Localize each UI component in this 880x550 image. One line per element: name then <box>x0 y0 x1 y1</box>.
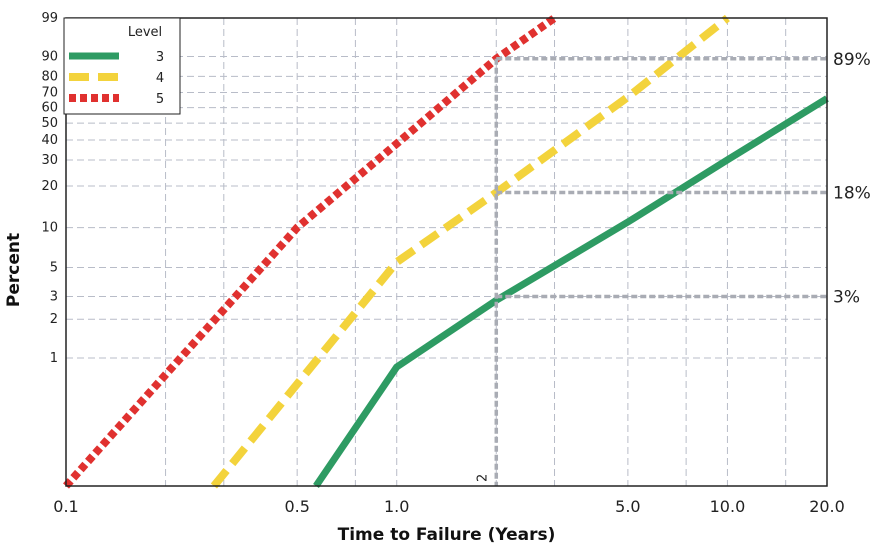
x-axis-title: Time to Failure (Years) <box>338 525 556 545</box>
annotation-layer: 2 <box>475 57 827 486</box>
x-tick-label: 20.0 <box>809 497 845 516</box>
y-axis-title: Percent <box>4 233 24 307</box>
reference-vline-label: 2 <box>475 474 490 482</box>
x-tick-label: 10.0 <box>710 497 746 516</box>
plot-frame <box>65 17 828 487</box>
legend-label: 3 <box>156 50 164 65</box>
y-tick-label: 60 <box>41 101 58 116</box>
series-line-3 <box>313 95 829 488</box>
y-tick-label: 5 <box>50 261 58 276</box>
y-tick-label: 10 <box>41 221 58 236</box>
y-tick-label: 99 <box>41 11 58 26</box>
y-tick-label: 2 <box>50 312 58 327</box>
series-line-5 <box>63 14 557 489</box>
legend-label: 4 <box>156 71 164 86</box>
x-tick-label: 5.0 <box>615 497 640 516</box>
right-percent-label: 3% <box>833 287 860 307</box>
y-tick-label: 40 <box>41 133 58 148</box>
y-tick-label: 20 <box>41 179 58 194</box>
x-tick-labels: 0.1 0.5 1.0 5.0 10.0 20.0 <box>53 497 845 516</box>
right-percent-label: 89% <box>833 50 871 70</box>
y-tick-label: 30 <box>41 153 58 168</box>
legend-label: 5 <box>156 92 164 107</box>
y-tick-label: 70 <box>41 85 58 100</box>
legend-title: Level <box>128 25 162 40</box>
right-percent-labels: 89% 18% 3% <box>833 50 871 308</box>
x-tick-label: 0.5 <box>284 497 309 516</box>
legend: Level 3 4 5 <box>63 17 181 115</box>
x-tick-label: 1.0 <box>384 497 409 516</box>
x-tick-label: 0.1 <box>53 497 78 516</box>
y-tick-label: 1 <box>50 351 58 366</box>
y-tick-label: 80 <box>41 69 58 84</box>
y-tick-label: 50 <box>41 116 58 131</box>
legend-items: 3 4 5 <box>69 50 164 107</box>
right-percent-label: 18% <box>833 183 871 203</box>
y-tick-label: 3 <box>50 289 58 304</box>
grid <box>66 18 827 486</box>
y-tick-label: 90 <box>41 49 58 64</box>
